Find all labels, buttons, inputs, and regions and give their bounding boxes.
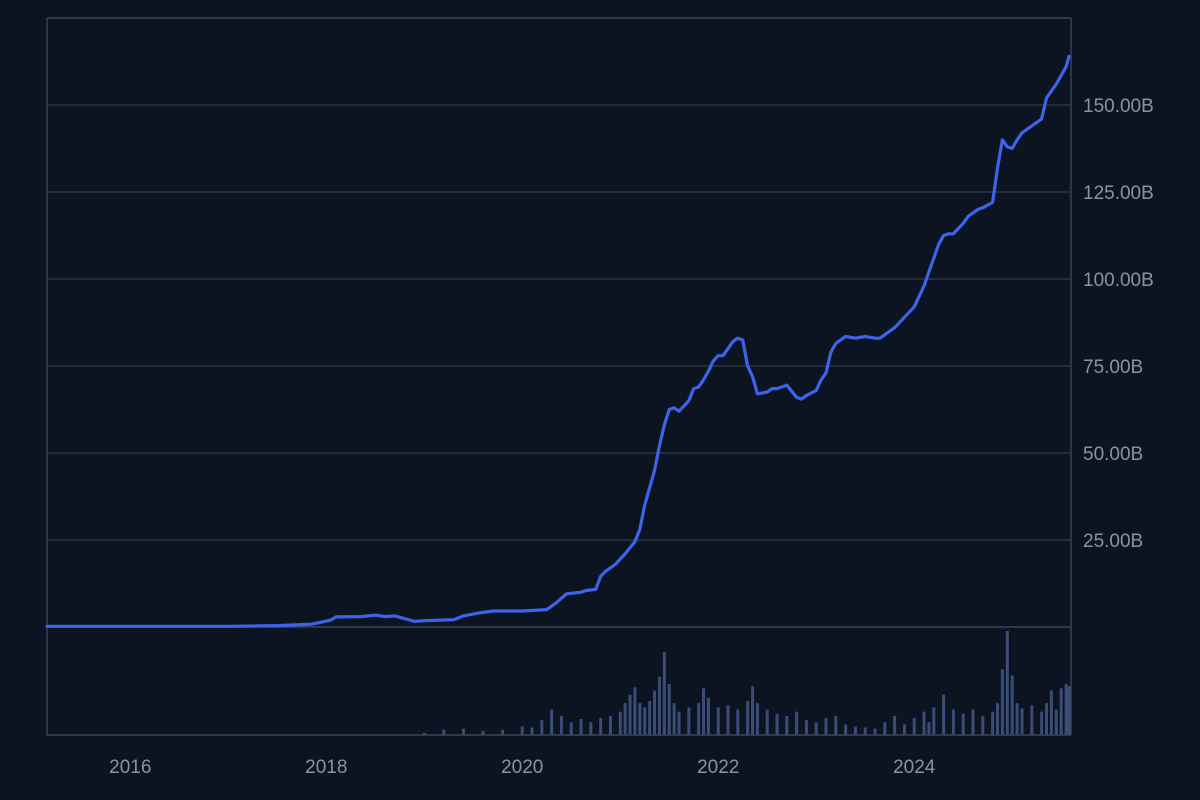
x-tick-label: 2020 [501,757,543,778]
y-tick-label: 100.00B [1083,270,1154,291]
volume-bar [672,703,676,735]
volume-bar [1067,686,1071,735]
volume-bar [638,703,642,735]
volume-bar [1064,684,1068,735]
volume-bar [951,709,955,735]
y-tick-label: 150.00B [1083,96,1154,117]
volume-bar [579,719,583,735]
volume-bar [550,709,554,735]
volume-bar [706,697,710,735]
volume-bar [643,707,647,735]
volume-bar [834,715,838,735]
volume-bar [1005,631,1009,735]
volume-bar [422,732,426,735]
x-tick-label: 2024 [893,757,936,778]
volume-bars [422,631,1071,735]
x-tick-label: 2016 [109,757,151,778]
volume-bar [942,694,946,735]
volume-bar [1000,669,1004,735]
volume-bar [520,726,524,735]
volume-bar [1059,688,1063,735]
volume-bar [540,720,544,735]
volume-bar [824,718,828,735]
volume-bar [442,729,446,735]
volume-bar [1015,703,1019,735]
volume-bar [883,722,887,735]
horizontal-gridlines [47,104,1071,541]
volume-bar [599,718,603,735]
y-tick-label: 25.00B [1083,531,1143,552]
volume-bar [1054,709,1058,735]
volume-bar [795,711,799,735]
y-axis-tick-labels: 25.00B 50.00B 75.00B 100.00B 125.00B 150.00B [1083,96,1154,552]
volume-bar [569,722,573,735]
x-axis-tick-labels: 2016 2018 2020 2022 2024 [109,757,936,778]
volume-bar [746,701,750,735]
y-tick-label: 75.00B [1083,357,1143,378]
volume-bar [927,722,931,735]
volume-bar [653,690,657,735]
volume-bar [697,703,701,735]
price-line [45,54,1071,628]
volume-bar [716,707,720,735]
volume-bar [618,711,622,735]
volume-bar [623,703,627,735]
volume-bar [1020,708,1024,735]
volume-bar [765,709,769,735]
volume-bar [628,694,632,735]
volume-bar [461,728,465,735]
volume-bar [893,715,897,735]
volume-bar [873,728,877,735]
y-tick-label: 50.00B [1083,444,1143,465]
volume-bar [971,709,975,735]
y-tick-label: 125.00B [1083,183,1154,204]
volume-bar [814,722,818,735]
price-line-layer [45,54,1071,628]
volume-bar [961,713,965,735]
volume-bar [501,729,505,735]
volume-bar [922,711,926,735]
volume-bar [1010,675,1014,735]
volume-bar [1049,690,1053,735]
volume-bar [981,715,985,735]
volume-bar [991,711,995,735]
volume-bar [608,715,612,735]
volume-bar [1030,705,1034,735]
volume-bar [662,652,666,735]
volume-bar [648,701,652,735]
volume-bar [902,724,906,735]
volume-bar [481,730,485,735]
volume-bar [912,718,916,735]
x-tick-label: 2018 [305,757,347,778]
volume-bar [633,687,637,735]
volume-bar [844,724,848,735]
volume-bar [804,720,808,735]
volume-bar [559,715,563,735]
volume-bar [785,715,789,735]
volume-bar [589,722,593,735]
volume-bar [736,709,740,735]
x-tick-label: 2022 [697,757,739,778]
volume-bar [932,707,936,735]
volume-bar [657,676,661,735]
volume-bar [726,705,730,735]
volume-bar [853,726,857,735]
volume-bar [863,727,867,735]
volume-bar [667,684,671,735]
volume-bar [755,703,759,735]
volume-bar [702,688,706,735]
volume-bar [687,707,691,735]
volume-bar [775,713,779,735]
volume-bar [751,686,755,735]
volume-bar [1040,711,1044,735]
volume-bar [530,727,534,735]
volume-bar [996,703,1000,735]
volume-bar [677,711,681,735]
volume-bar [1045,703,1049,735]
